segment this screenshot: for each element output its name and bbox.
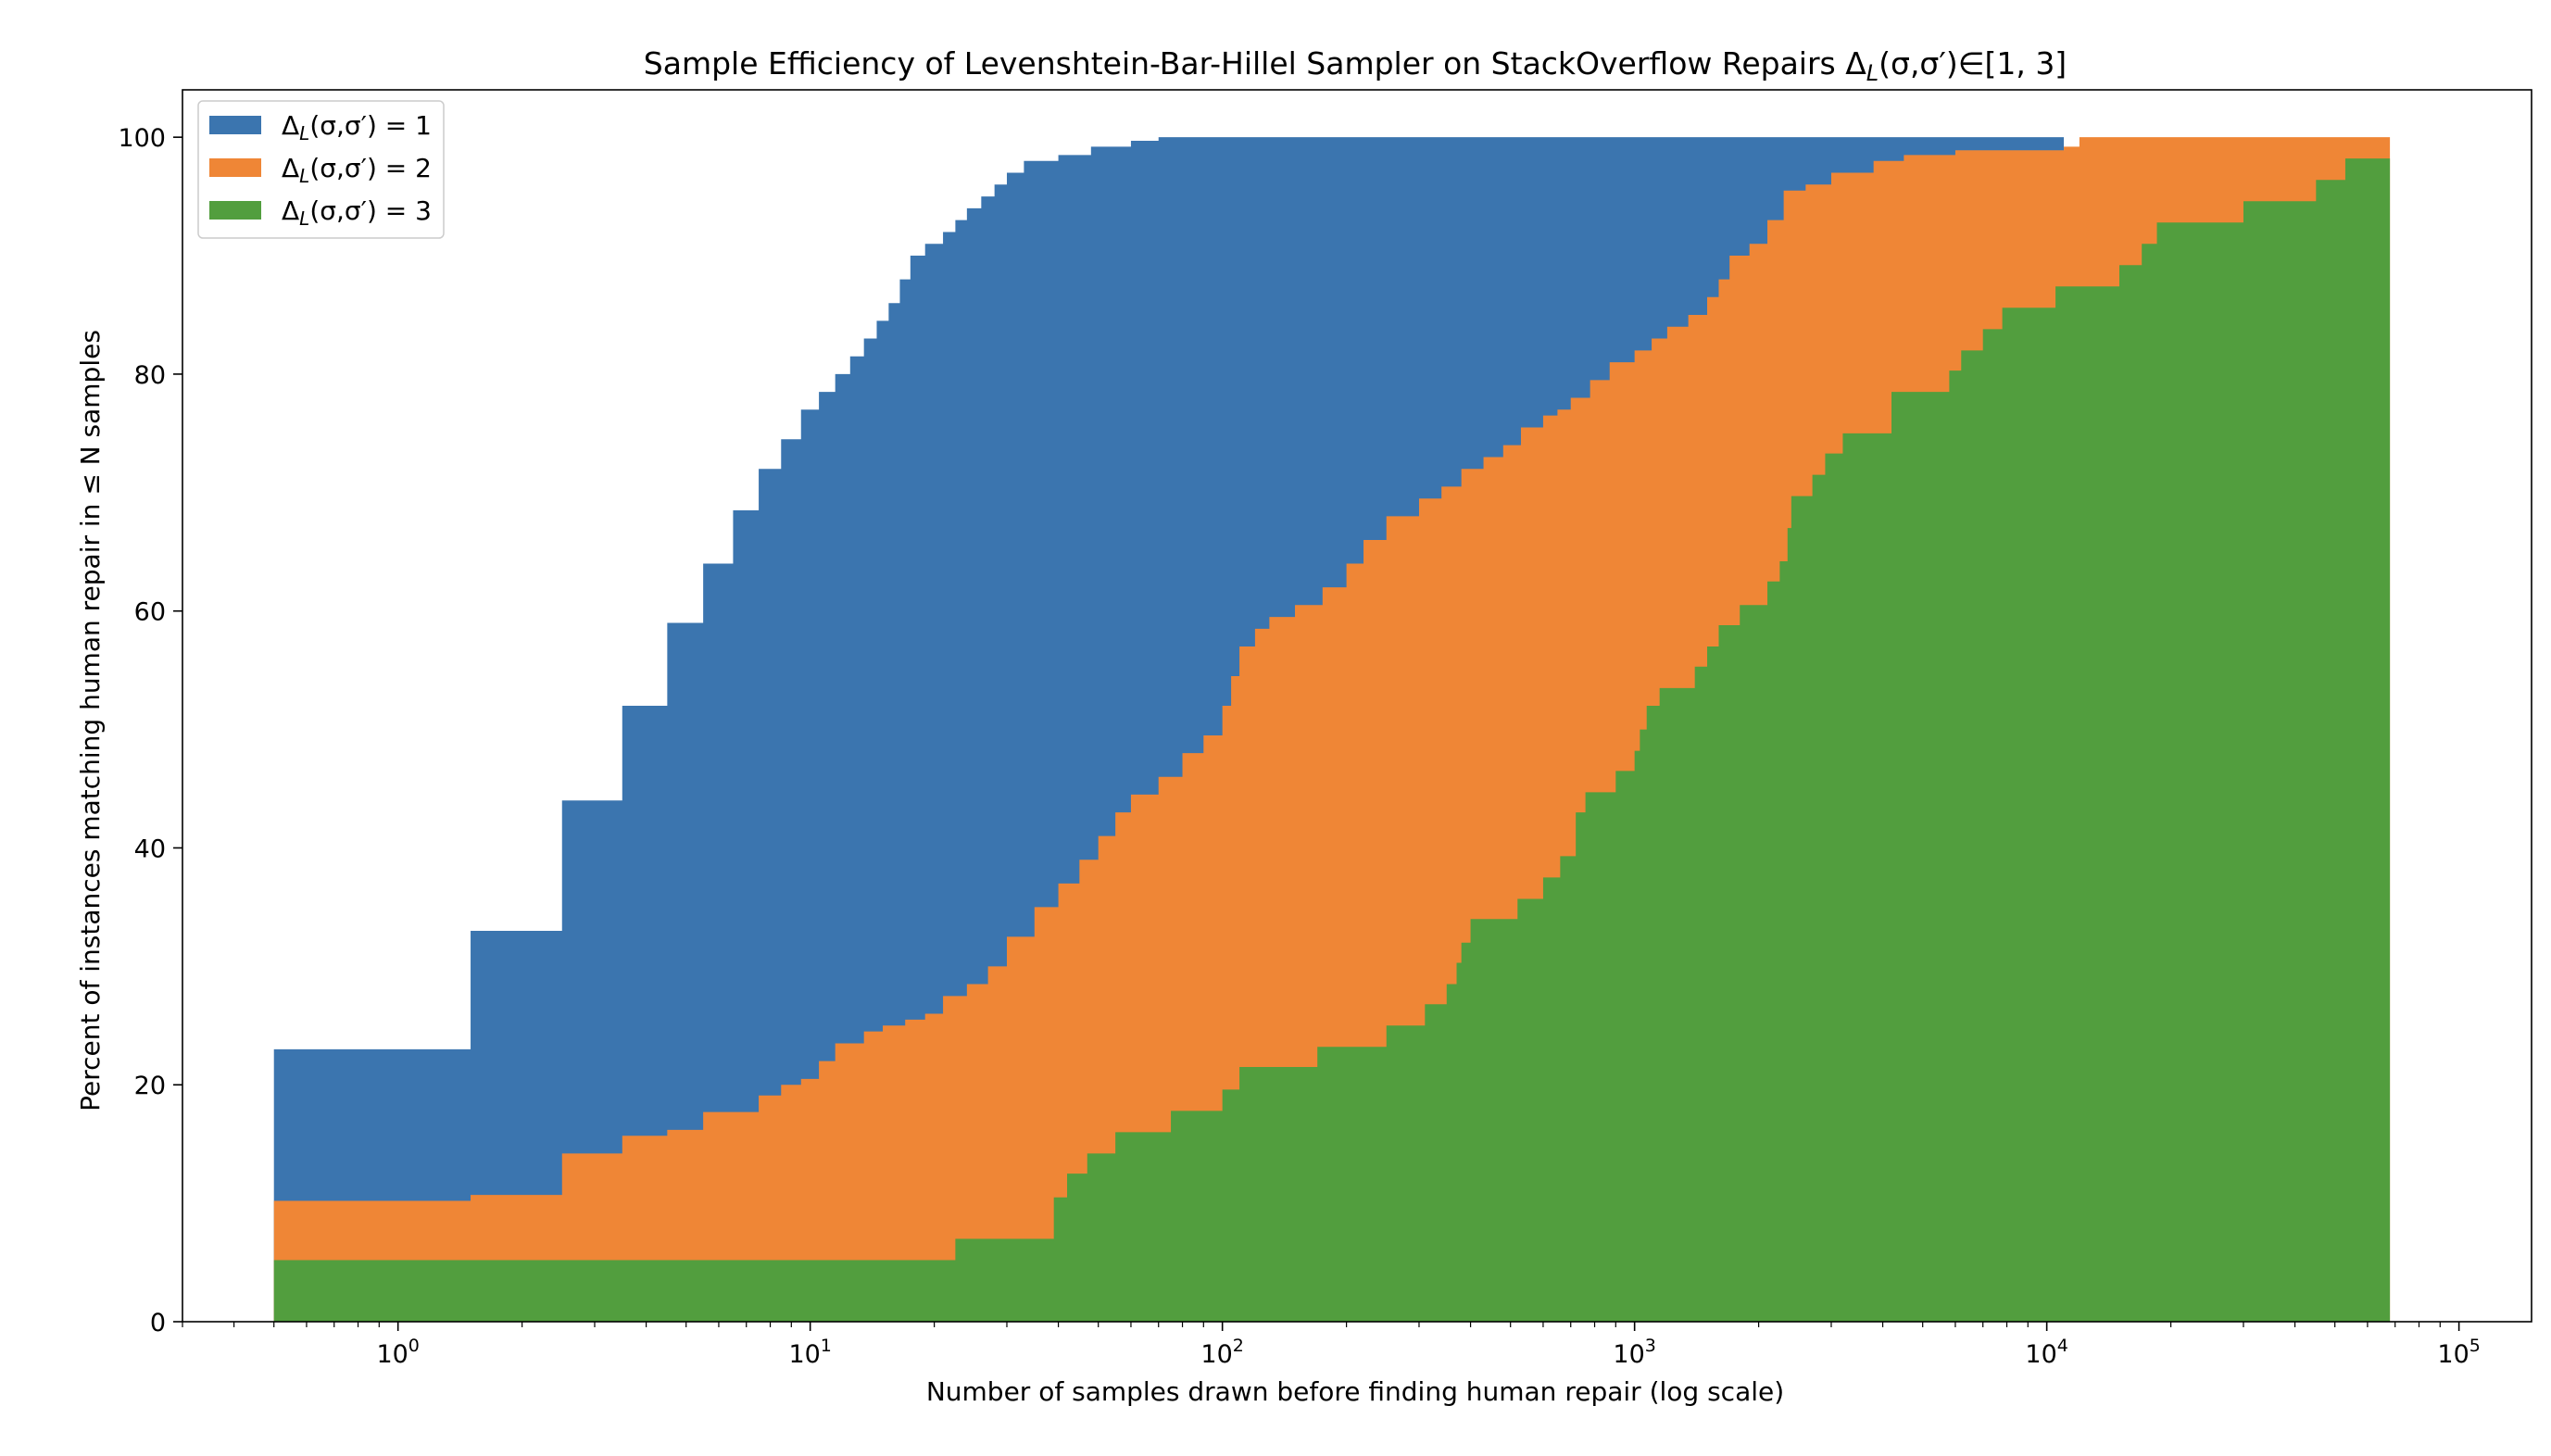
x-tick-label: 105 [2437, 1336, 2480, 1369]
legend-swatch [209, 201, 261, 220]
y-tick-label: 100 [118, 124, 166, 153]
x-tick-label: 100 [376, 1336, 419, 1369]
x-tick-label: 104 [2025, 1336, 2067, 1369]
x-axis-label: Number of samples drawn before finding h… [926, 1376, 1784, 1407]
y-tick-label: 80 [134, 361, 166, 390]
y-axis-label: Percent of instances matching human repa… [75, 330, 106, 1111]
legend-label: ΔL(σ,σ′) = 1 [282, 110, 432, 144]
series-area-3 [273, 158, 2391, 1322]
x-tick-label: 101 [788, 1336, 831, 1369]
legend-swatch [209, 158, 261, 177]
x-tick-label: 103 [1613, 1336, 1655, 1369]
legend-swatch [209, 116, 261, 134]
y-tick-label: 20 [134, 1072, 166, 1100]
y-tick-label: 40 [134, 835, 166, 863]
y-tick-label: 60 [134, 598, 166, 627]
chart-title: Sample Efficiency of Levenshtein-Bar-Hil… [644, 45, 2067, 86]
x-tick-label: 102 [1200, 1336, 1243, 1369]
y-tick-label: 0 [150, 1309, 166, 1337]
y-axis: 0 20 40 60 80 100 [118, 124, 182, 1337]
plot-frame [182, 89, 2532, 1323]
x-axis: 100 101 102 103 104 105 [182, 1322, 2481, 1369]
legend: ΔL(σ,σ′) = 1ΔL(σ,σ′) = 2ΔL(σ,σ′) = 3 [197, 100, 445, 239]
plot-area [182, 89, 2532, 1323]
